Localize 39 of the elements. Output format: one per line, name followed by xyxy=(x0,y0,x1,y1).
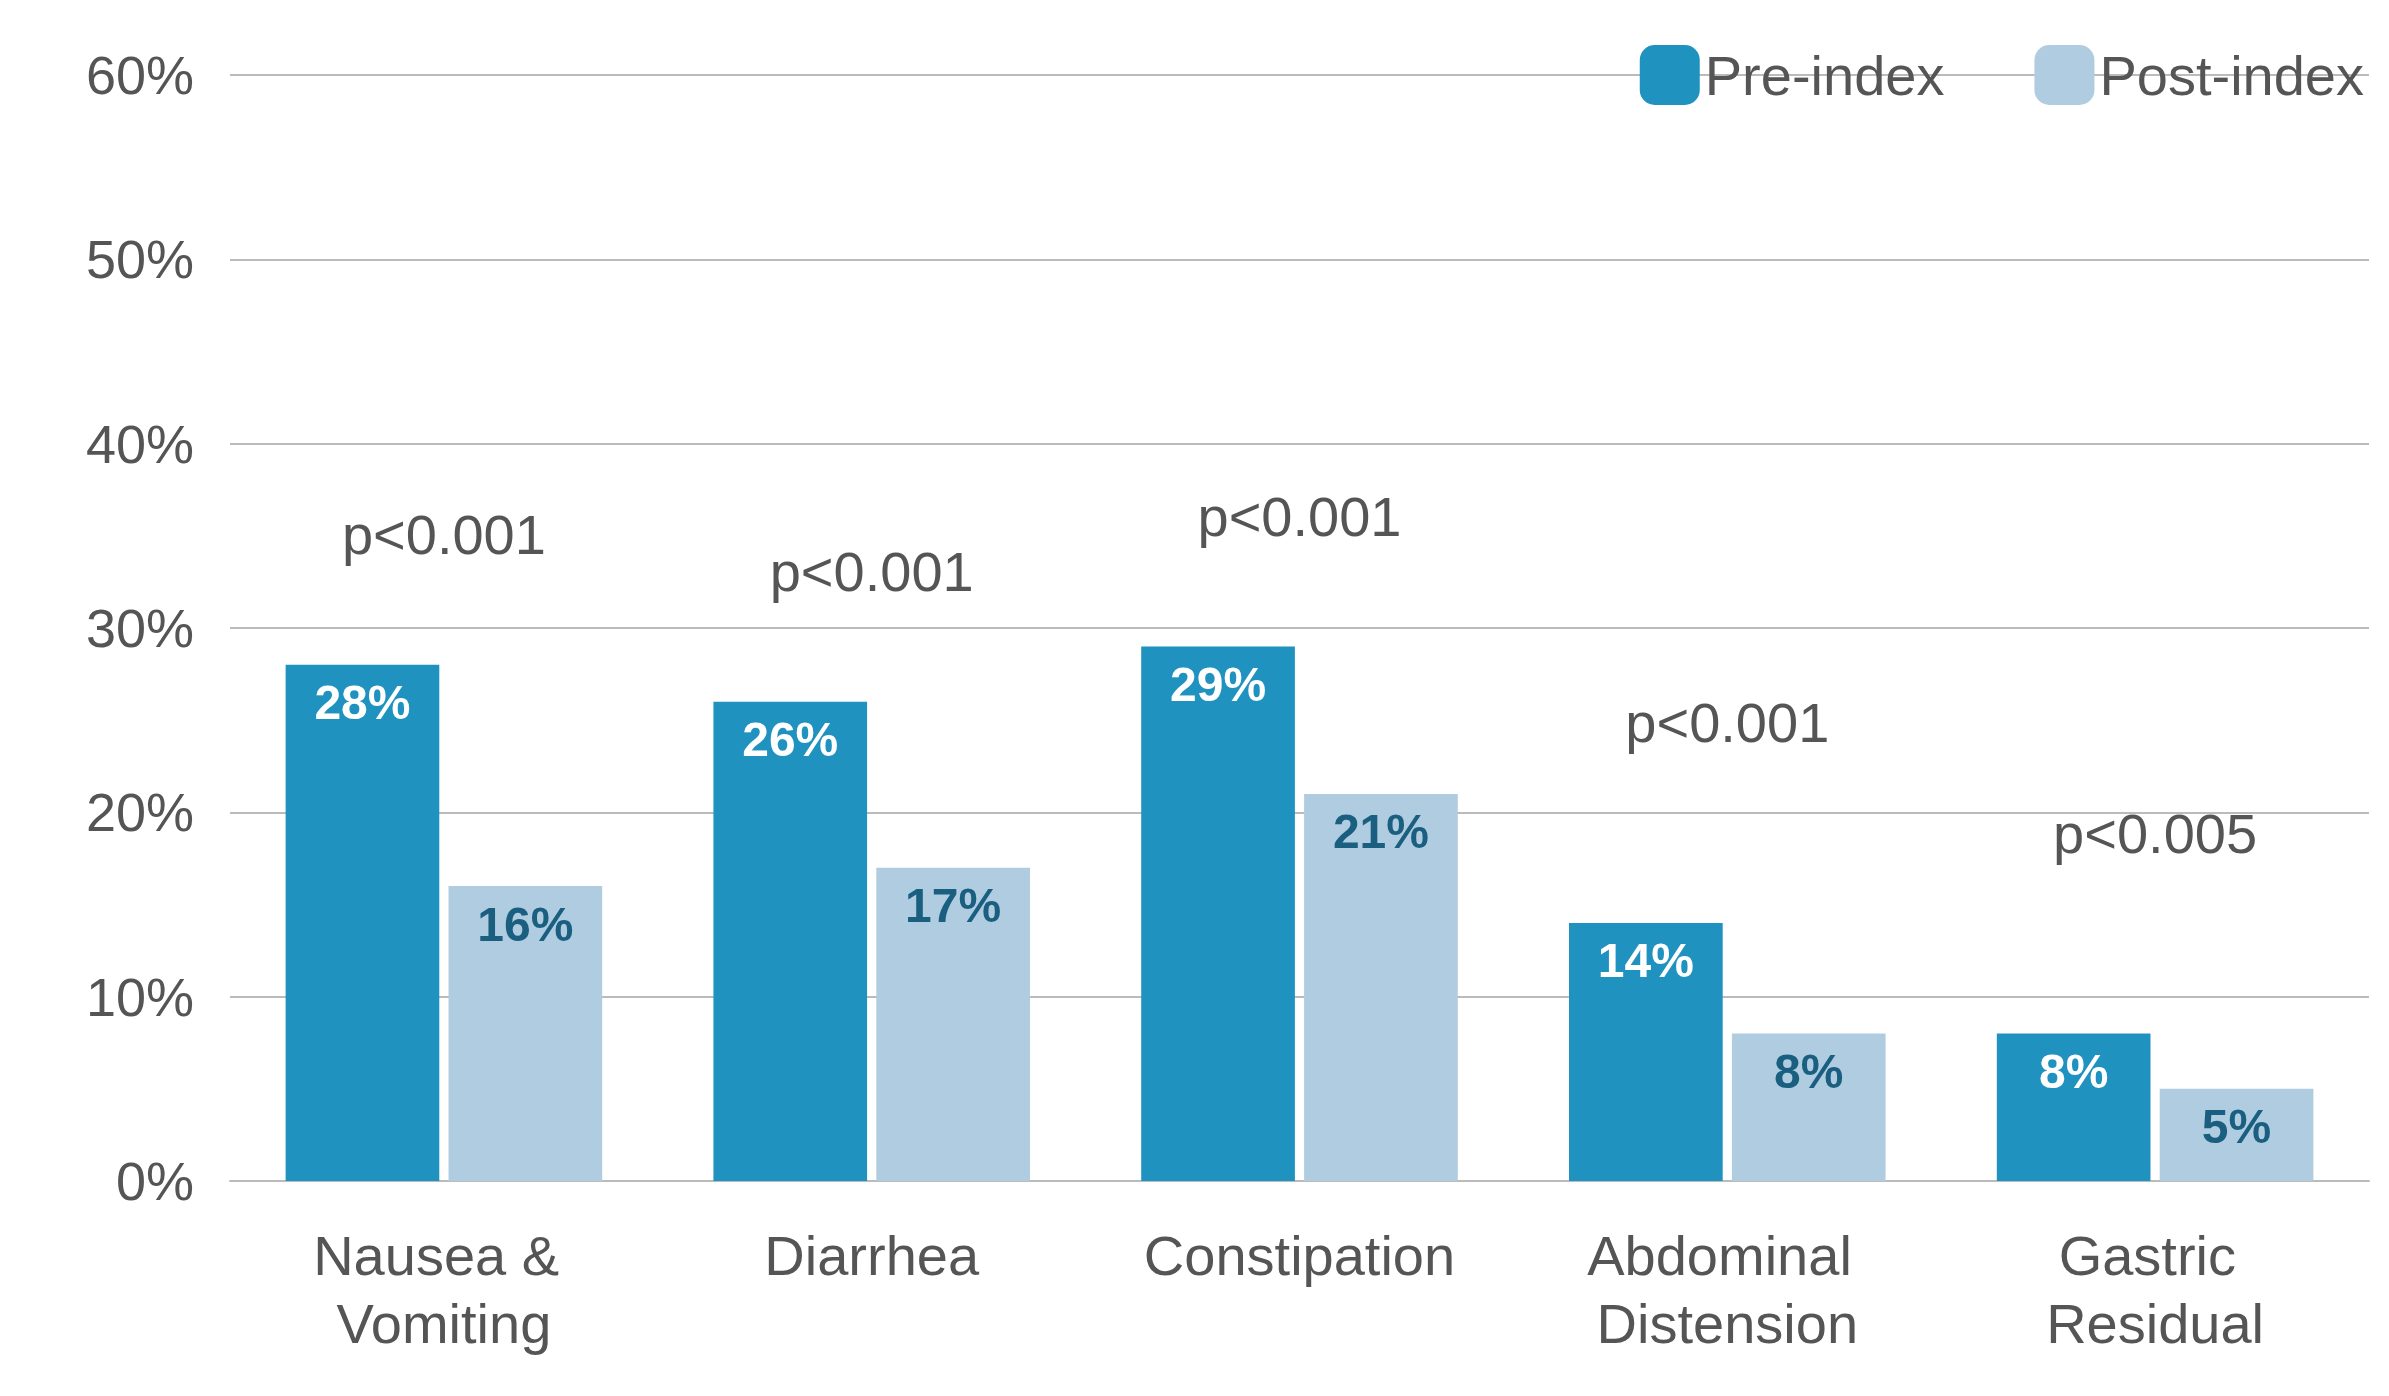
x-tick-label: Abdominal Distension xyxy=(1587,1223,1868,1355)
annotation: p<0.001 xyxy=(1197,484,1402,548)
data-label: 21% xyxy=(1332,805,1429,859)
x-tick-label: Diarrhea xyxy=(764,1223,980,1287)
legend-label: Pre-index xyxy=(1704,43,1945,107)
bar xyxy=(285,664,440,1181)
data-label: 14% xyxy=(1597,934,1694,988)
data-label: 26% xyxy=(742,713,839,767)
data-label: 28% xyxy=(314,676,411,730)
legend-label: Post-index xyxy=(2099,43,2364,107)
y-tick-label: 20% xyxy=(85,782,194,843)
y-tick-label: 50% xyxy=(85,229,194,290)
bar xyxy=(1141,646,1295,1181)
data-label: 17% xyxy=(905,879,1002,933)
bar xyxy=(2159,1088,2314,1181)
annotation: p<0.005 xyxy=(2053,802,2258,866)
bar xyxy=(713,701,868,1181)
x-tick-label: Gastric Residual xyxy=(2046,1223,2265,1355)
bar xyxy=(1304,793,1458,1181)
data-label: 8% xyxy=(2038,1045,2109,1099)
bar xyxy=(1731,1033,1886,1181)
data-label: 29% xyxy=(1170,657,1267,711)
data-label: 16% xyxy=(477,897,574,951)
y-tick-label: 60% xyxy=(85,45,194,105)
bar xyxy=(1996,1033,2151,1181)
annotation: p<0.001 xyxy=(341,503,546,567)
bar xyxy=(1569,922,1723,1181)
bar xyxy=(876,867,1030,1181)
y-tick-label: 10% xyxy=(85,966,194,1027)
annotation: p<0.001 xyxy=(769,540,974,604)
data-label: 5% xyxy=(2201,1100,2272,1154)
x-tick-label: Constipation xyxy=(1143,1223,1456,1287)
y-tick-label: 40% xyxy=(85,413,194,474)
y-tick-label: 30% xyxy=(85,598,194,658)
y-tick-label: 0% xyxy=(115,1151,194,1211)
x-tick-label: Nausea & Vomiting xyxy=(313,1223,575,1355)
data-label: 8% xyxy=(1774,1045,1844,1099)
bar xyxy=(448,886,603,1181)
annotation: p<0.001 xyxy=(1625,691,1830,755)
